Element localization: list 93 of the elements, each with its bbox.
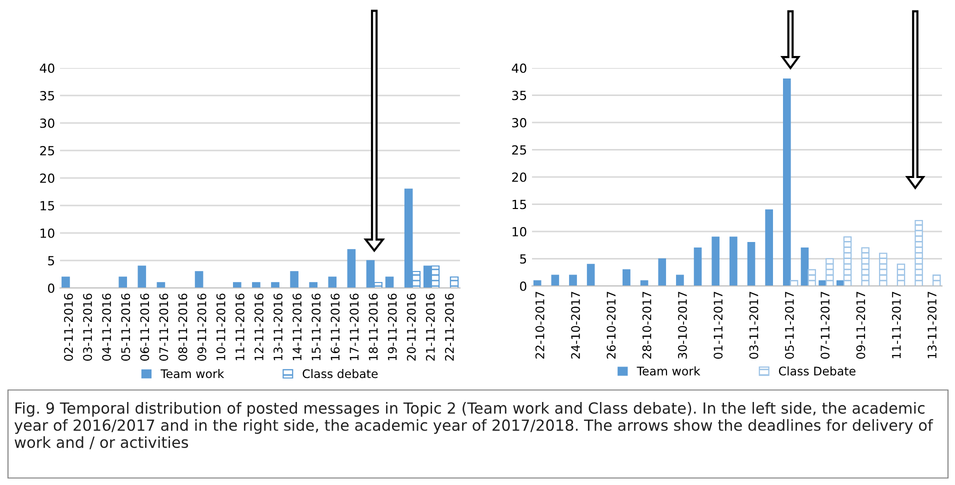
y-tick-label: 30: [40, 118, 54, 128]
bar: [290, 271, 298, 288]
bar: [450, 276, 459, 288]
y-tick-label: 40: [40, 63, 54, 73]
y-tick-label: 25: [40, 146, 54, 156]
bar: [586, 264, 595, 286]
x-tick-label: 02-11-2016: [64, 294, 73, 361]
bar: [347, 249, 356, 288]
x-tick-label: 01-11-2017: [714, 292, 723, 359]
y-tick-label: 30: [512, 118, 526, 128]
x-tick-label: 16-11-2016: [330, 294, 340, 360]
bar: [861, 247, 870, 286]
x-tick-label: 24-10-2017: [571, 292, 580, 359]
x-tick-label: 07-11-2017: [820, 292, 830, 359]
bar: [138, 266, 146, 288]
legend-label: Team work: [636, 366, 700, 376]
bar: [640, 280, 648, 286]
x-tick-label: 14-11-2016: [292, 294, 302, 360]
x-tick-label: 05-11-2017: [784, 292, 794, 359]
x-tick-label: 28-10-2017: [642, 292, 652, 359]
bar: [843, 236, 852, 286]
x-tick-label: 08-11-2016: [178, 294, 188, 361]
y-tick-label: 20: [40, 173, 54, 183]
y-tick-label: 40: [512, 63, 526, 73]
x-tick-label: 19-11-2016: [388, 294, 397, 360]
x-tick-label: 22-11-2016: [444, 294, 454, 361]
x-tick-label: 13-11-2016: [274, 294, 282, 360]
y-tick-label: 15: [40, 201, 54, 210]
x-tick-label: 11-11-2017: [892, 292, 901, 358]
x-tick-label: 11-11-2016: [235, 294, 244, 360]
bar: [658, 258, 666, 286]
y-tick-label: 25: [512, 145, 526, 155]
bar: [730, 236, 738, 286]
x-tick-label: 15-11-2016: [312, 294, 321, 360]
bar: [896, 264, 906, 286]
caption: Fig. 9 Temporal distribution of posted messages in Topic 2 (Team work and Class debate). In the left side, the academic year of 2016/2017 and in the right side, the academic year of 2017/2018. The arrows show the deadlines for delivery of work and / or activities: [14, 402, 934, 450]
bar: [118, 276, 128, 288]
y-tick-label: 5: [520, 254, 526, 264]
x-tick-label: 30-10-2017: [678, 292, 687, 359]
bar: [385, 276, 394, 288]
bar: [533, 280, 542, 286]
bar: [551, 274, 560, 286]
x-tick-label: 09-11-2017: [856, 292, 866, 359]
bar: [62, 276, 70, 288]
y-tick-label: 0: [520, 281, 526, 291]
y-tick-label: 5: [48, 256, 54, 266]
legend-label: Class Debate: [778, 366, 856, 376]
legend-label: Class debate: [302, 369, 378, 378]
x-tick-label: 12-11-2016: [254, 294, 264, 360]
legend-label: Team work: [160, 369, 224, 378]
y-tick-label: 35: [512, 90, 526, 100]
bar: [747, 242, 756, 286]
y-tick-label: 10: [40, 228, 54, 238]
x-tick-label: 05-11-2016: [121, 294, 130, 361]
x-tick-label: 04-11-2016: [102, 294, 112, 361]
bar: [808, 269, 816, 286]
x-tick-label: 06-11-2016: [140, 294, 150, 361]
bar: [252, 282, 260, 288]
x-tick-label: 20-11-2016: [406, 294, 416, 361]
y-tick-label: 20: [512, 172, 526, 182]
bar: [676, 274, 684, 286]
bar: [790, 280, 798, 286]
x-tick-label: 21-11-2016: [426, 294, 435, 361]
x-tick-label: 07-11-2016: [159, 294, 168, 361]
bar: [328, 276, 337, 288]
bar: [712, 236, 720, 286]
bar: [879, 252, 888, 286]
bar: [914, 220, 923, 286]
bar: [826, 258, 834, 286]
bar: [765, 209, 773, 286]
y-tick-label: 15: [512, 200, 526, 210]
bar: [622, 269, 630, 286]
bar: [309, 282, 318, 288]
bar: [271, 282, 280, 288]
bar: [783, 78, 791, 286]
x-tick-label: 03-11-2017: [749, 292, 758, 359]
x-tick-label: 03-11-2016: [83, 294, 92, 361]
y-tick-label: 0: [48, 283, 54, 293]
x-tick-label: 18-11-2016: [368, 294, 378, 360]
x-tick-label: 09-11-2016: [197, 294, 206, 361]
x-tick-label: 13-11-2017: [928, 292, 937, 358]
bar: [569, 274, 577, 286]
x-tick-label: 10-11-2016: [216, 294, 226, 360]
bar: [232, 282, 242, 288]
y-tick-label: 10: [512, 226, 526, 236]
y-tick-label: 35: [40, 90, 54, 100]
x-tick-label: 26-10-2017: [606, 292, 616, 359]
x-tick-label: 17-11-2016: [350, 294, 359, 360]
bar: [156, 282, 166, 288]
bar: [694, 248, 702, 286]
bar: [932, 274, 941, 286]
bar: [194, 271, 204, 288]
x-tick-label: 22-10-2017: [535, 292, 544, 359]
